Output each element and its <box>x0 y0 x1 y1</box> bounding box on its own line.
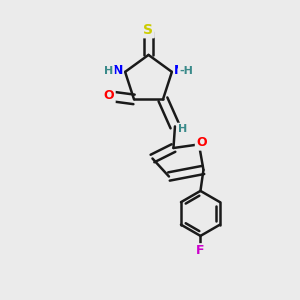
Text: O: O <box>196 136 207 149</box>
Text: F: F <box>196 244 205 257</box>
Text: S: S <box>143 23 154 37</box>
Text: O: O <box>104 89 115 102</box>
Text: -H: -H <box>179 66 193 76</box>
Text: H: H <box>178 124 187 134</box>
Text: H: H <box>104 66 114 76</box>
Text: N: N <box>174 64 184 77</box>
Text: N: N <box>112 64 123 77</box>
